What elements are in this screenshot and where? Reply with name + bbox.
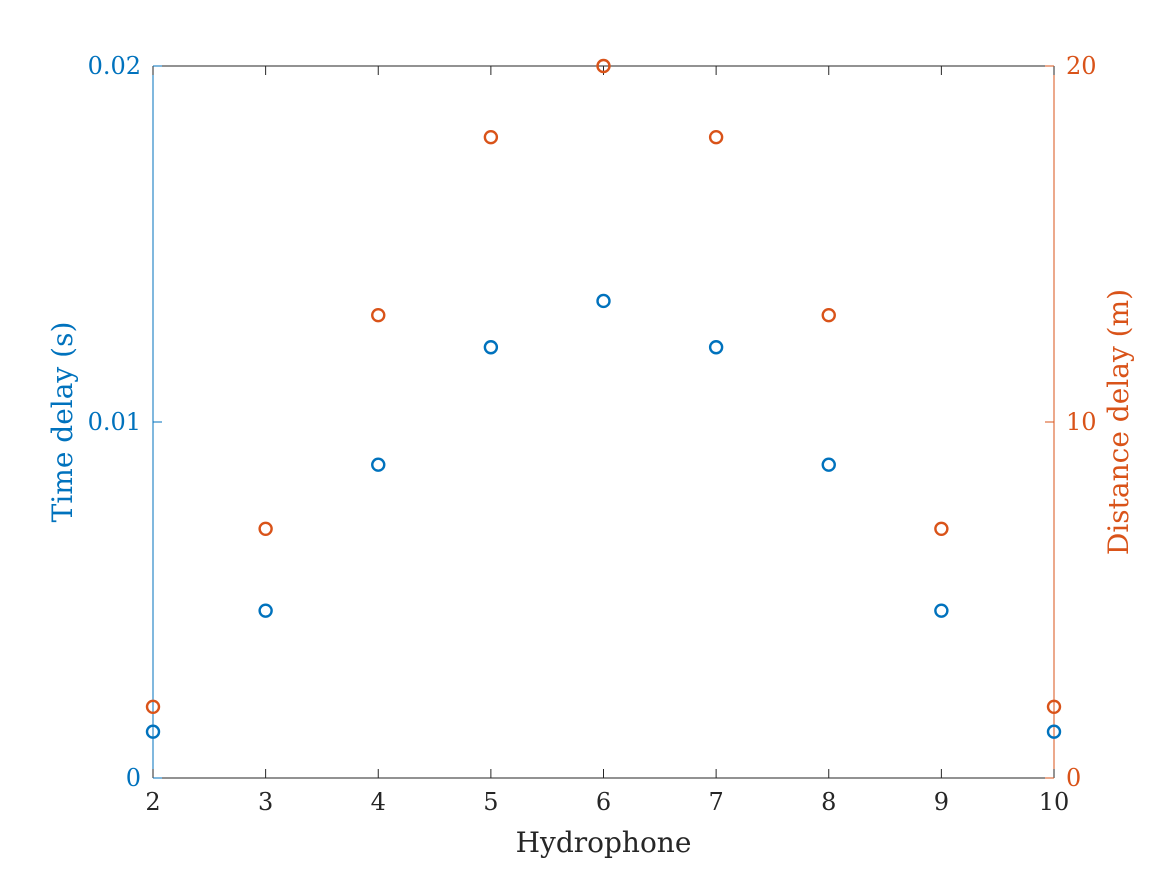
distance-delay-point [708,129,724,145]
time-delay-point [708,340,724,355]
distance-delay-point [934,521,949,536]
time-delay-point [596,293,611,309]
right-y-tick-label: 20 [1066,52,1097,80]
right-y-axis-title: Distance delay (m) [1102,289,1135,555]
data-points [145,58,1062,739]
left-y-tick-label: 0.02 [88,52,141,80]
right-y-tick-label: 10 [1066,408,1097,436]
distance-delay-point [145,699,161,714]
time-delay-point [145,724,161,739]
distance-delay-point [258,521,273,536]
x-tick-label: 8 [821,788,836,816]
x-axis-title: Hydrophone [516,826,692,859]
x-tick-label: 5 [483,788,498,816]
distance-delay-point [821,308,836,323]
distance-delay-point [371,308,386,323]
time-delay-point [258,603,273,618]
distance-delay-point [483,129,499,145]
left-y-axis-title: Time delay (s) [46,322,79,523]
time-delay-point [821,457,836,472]
x-tick-label: 6 [596,788,611,816]
x-tick-label: 2 [145,788,160,816]
left-y-tick-label: 0 [126,764,141,792]
time-delay-point [483,340,499,355]
x-tick-label: 3 [258,788,273,816]
left-y-tick-label: 0.01 [88,408,141,436]
time-delay-point [1046,724,1062,739]
x-tick-label: 9 [934,788,949,816]
time-delay-point [934,603,949,618]
right-y-tick-label: 0 [1066,764,1081,792]
distance-delay-point [596,58,611,74]
x-tick-label: 7 [708,788,723,816]
x-tick-label: 4 [371,788,386,816]
distance-delay-point [1046,699,1062,714]
time-delay-point [371,457,386,472]
x-tick-label: 10 [1039,788,1070,816]
